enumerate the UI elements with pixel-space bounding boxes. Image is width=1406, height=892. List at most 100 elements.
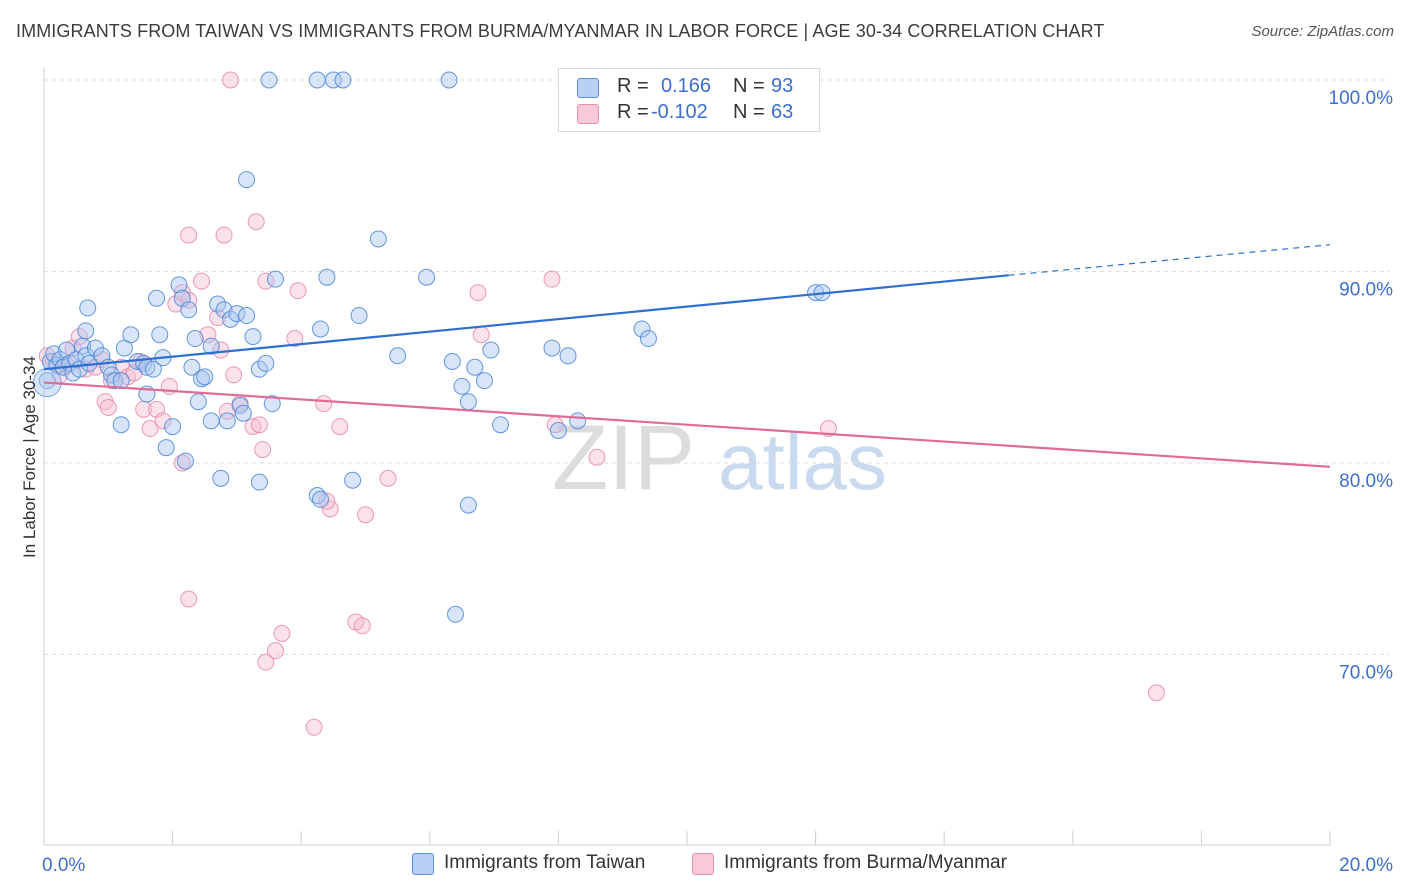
legend-n-label: N = xyxy=(733,75,765,97)
data-point xyxy=(472,326,490,344)
data-point xyxy=(77,322,95,340)
chart-title: IMMIGRANTS FROM TAIWAN VS IMMIGRANTS FRO… xyxy=(16,21,1105,41)
data-point xyxy=(357,506,374,524)
data-point xyxy=(164,418,182,436)
data-point xyxy=(257,354,275,372)
burma-points xyxy=(38,71,1165,736)
data-point xyxy=(492,416,510,434)
data-point xyxy=(315,395,333,413)
data-point xyxy=(286,330,304,348)
data-point xyxy=(379,469,397,487)
data-point xyxy=(324,71,342,89)
data-point xyxy=(819,420,837,438)
legend-n-label: N = xyxy=(733,101,765,123)
data-point xyxy=(173,454,191,472)
data-point xyxy=(238,171,256,189)
data-point xyxy=(543,339,561,357)
data-point xyxy=(154,412,172,430)
data-point xyxy=(215,301,233,319)
data-point xyxy=(238,307,256,325)
correlation-legend: R = 0.166 N = 93 R = -0.102 N = 63 xyxy=(558,68,820,132)
data-point xyxy=(308,71,326,89)
data-point xyxy=(180,226,198,244)
data-point xyxy=(144,360,162,378)
y-tick-label: 100.0% xyxy=(1329,88,1394,109)
data-point xyxy=(180,301,198,319)
data-point xyxy=(418,268,436,286)
data-point xyxy=(103,366,121,384)
data-point xyxy=(148,289,166,307)
data-point xyxy=(180,590,198,608)
burma-legend-swatch xyxy=(692,853,714,875)
taiwan-legend-swatch xyxy=(412,853,434,875)
data-point xyxy=(318,268,336,286)
axes xyxy=(43,68,1331,846)
data-point xyxy=(344,471,362,489)
data-point xyxy=(257,653,275,671)
legend-r-label: R = xyxy=(617,75,649,97)
data-point xyxy=(221,310,239,328)
gridlines xyxy=(44,79,1390,655)
y-tick-label: 90.0% xyxy=(1339,280,1393,301)
data-point xyxy=(99,398,117,416)
data-point xyxy=(176,452,194,470)
data-point xyxy=(1147,684,1165,702)
legend-r-value: 0.166 xyxy=(661,75,712,97)
data-point xyxy=(170,276,188,294)
data-point xyxy=(469,284,487,302)
data-point xyxy=(180,291,198,309)
data-point xyxy=(639,330,657,348)
data-point xyxy=(350,307,368,325)
data-point xyxy=(218,412,236,430)
data-point xyxy=(305,718,323,736)
data-point xyxy=(254,441,272,459)
data-point xyxy=(569,412,587,430)
data-point xyxy=(459,393,477,411)
legend-r-label: R = xyxy=(617,101,649,123)
data-point xyxy=(311,490,329,508)
burma-swatch xyxy=(577,104,599,124)
data-point xyxy=(331,418,349,436)
data-point xyxy=(266,270,284,288)
data-point xyxy=(70,328,88,346)
taiwan-legend-label: Immigrants from Taiwan xyxy=(444,852,646,873)
data-point xyxy=(122,326,140,344)
data-point xyxy=(453,377,471,395)
data-point xyxy=(447,605,465,623)
data-point xyxy=(96,393,114,411)
data-point xyxy=(543,270,561,288)
data-point xyxy=(202,412,220,430)
data-point xyxy=(440,71,458,89)
data-point xyxy=(212,341,230,359)
data-point xyxy=(353,617,371,635)
data-point xyxy=(225,366,243,384)
data-point xyxy=(289,282,307,300)
data-point xyxy=(273,624,291,642)
data-point xyxy=(141,420,159,438)
legend-n-value: 63 xyxy=(771,101,794,123)
axis-labels: 70.0% 80.0% 90.0% 100.0% 0.0% 20.0% In Labor F… xyxy=(20,88,1393,876)
data-point xyxy=(369,230,387,248)
data-point xyxy=(466,358,484,376)
x-tick-label: 20.0% xyxy=(1339,855,1393,876)
data-point xyxy=(559,347,577,365)
data-point xyxy=(112,416,130,434)
data-point xyxy=(247,213,265,231)
source-label: Source: ZipAtlas.com xyxy=(1251,23,1394,40)
burma-legend-label: Immigrants from Burma/Myanmar xyxy=(724,852,1007,873)
taiwan-swatch xyxy=(577,78,599,98)
data-point xyxy=(196,368,214,386)
data-point xyxy=(250,360,268,378)
y-tick-label: 80.0% xyxy=(1339,471,1393,492)
data-point xyxy=(215,226,233,244)
data-point xyxy=(263,395,281,413)
data-point xyxy=(260,71,278,89)
burma-trend-line xyxy=(43,381,1331,468)
data-point xyxy=(212,469,230,487)
data-point xyxy=(633,320,651,338)
data-point xyxy=(459,496,477,514)
data-point xyxy=(183,358,201,376)
data-point xyxy=(244,328,262,346)
x-tick-label: 0.0% xyxy=(42,855,85,876)
